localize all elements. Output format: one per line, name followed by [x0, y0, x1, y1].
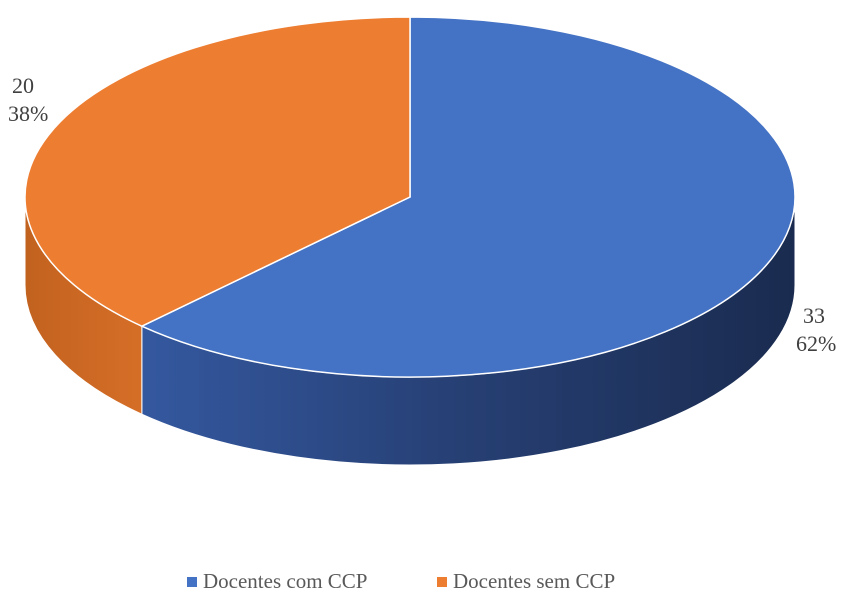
data-label-percent: 62% — [796, 331, 836, 356]
pie-slice — [140, 16, 796, 378]
pie-slice — [24, 16, 411, 327]
legend-swatch — [437, 577, 447, 587]
legend-label: Docentes com CCP — [203, 569, 367, 593]
legend: Docentes com CCP Docentes sem CCP — [187, 569, 615, 593]
data-label-value: 33 — [803, 303, 825, 328]
data-label-percent: 38% — [8, 101, 48, 126]
legend-swatch — [187, 577, 197, 587]
pie-tops — [24, 16, 796, 378]
legend-label: Docentes sem CCP — [453, 569, 615, 593]
data-label-value: 20 — [12, 73, 34, 98]
data-labels: 33 62% 20 38% — [8, 73, 836, 356]
